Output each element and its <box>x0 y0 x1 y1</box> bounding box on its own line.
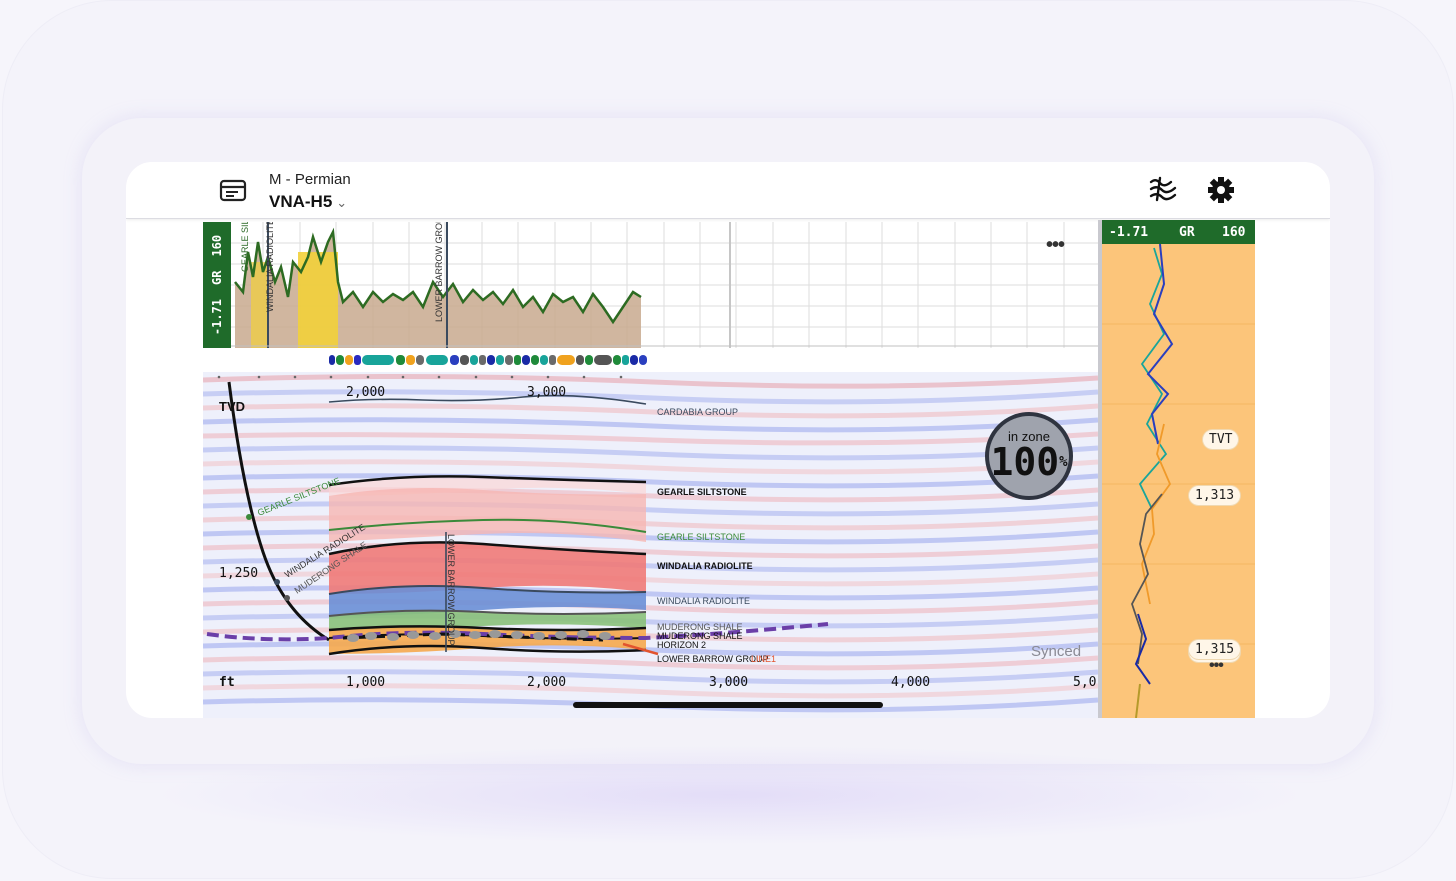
gr-log-track[interactable]: GEARLE SILTSTONE WINDALIA RADIOLITE LOWE… <box>203 222 1098 348</box>
ft-label: ft <box>219 675 235 690</box>
gr-label: GR <box>210 270 224 286</box>
tvt-gr-max: 160 <box>1222 225 1246 240</box>
gr-max: 160 <box>210 234 224 257</box>
formation-label: WINDALIA RADIOLITE <box>657 561 753 571</box>
cross-section-view[interactable]: LOWER BARROW GROUP GEARLE SILTSTONE WIND… <box>203 372 1098 718</box>
more-options-icon[interactable]: ••• <box>1046 234 1065 256</box>
well-name: VNA-H5 <box>269 192 333 211</box>
panel-divider[interactable] <box>1098 220 1102 718</box>
bottom-axis-tick: 5,0 <box>1073 675 1096 690</box>
formation-label: WINDALIA RADIOLITE <box>657 596 750 606</box>
formation-label: HORIZON 2 <box>657 640 706 650</box>
tvt-scale-header: -1.71 GR 160 <box>1102 220 1255 244</box>
formation-label: LINE1 <box>751 654 776 664</box>
formation-label: LOWER BARROW GROUP <box>657 654 769 664</box>
well-selector[interactable]: VNA-H5 ⌄ <box>269 192 347 212</box>
section-vertical-label: LOWER BARROW GROUP <box>446 534 456 646</box>
bottom-axis-tick: 4,000 <box>891 675 930 690</box>
tvt-depth-label: 1,313 <box>1189 486 1241 505</box>
tvt-log-curves <box>1102 244 1255 718</box>
bottom-axis-tick: 3,000 <box>709 675 748 690</box>
tvt-depth-label: 1,315 <box>1189 640 1241 659</box>
gr-top-label: LOWER BARROW GROUP <box>434 222 444 322</box>
gr-scale-badge: -1.71 GR 160 <box>203 222 231 348</box>
gr-top-label: WINDALIA RADIOLITE <box>265 222 275 312</box>
sync-status: Synced <box>1031 643 1082 660</box>
app-screen: M - Permian VNA-H5 ⌄ <box>126 162 1330 718</box>
tvt-gr-label: GR <box>1179 225 1195 240</box>
in-zone-label: in zone <box>1008 429 1050 444</box>
formation-label: CARDABIA GROUP <box>657 407 738 417</box>
tvt-gr-min: -1.71 <box>1109 225 1149 240</box>
menu-icon[interactable] <box>218 176 248 204</box>
in-zone-indicator[interactable]: in zone 100% <box>985 412 1073 500</box>
depth-tick: 1,250 <box>219 566 258 581</box>
wave-icon[interactable] <box>1147 174 1179 206</box>
formation-label: MUDERONG SHALE <box>657 631 743 641</box>
tvt-axis-label: TVT <box>1203 430 1239 449</box>
formation-label: GEARLE SILTSTONE <box>657 532 745 542</box>
tvd-label: TVD <box>219 399 245 414</box>
formation-label: MUDERONG SHALE <box>657 622 743 632</box>
chevron-down-icon: ⌄ <box>336 195 348 210</box>
in-zone-value: 100 <box>990 440 1060 484</box>
gr-top-label: GEARLE SILTSTONE <box>240 222 250 272</box>
formation-label: GEARLE SILTSTONE <box>657 487 747 497</box>
bottom-axis-tick: 1,000 <box>346 675 385 690</box>
tvt-more-icon[interactable]: ••• <box>1209 657 1224 674</box>
bottom-axis-tick: 2,000 <box>527 675 566 690</box>
home-indicator[interactable] <box>573 702 883 708</box>
gear-icon[interactable] <box>1205 174 1237 206</box>
app-header: M - Permian VNA-H5 ⌄ <box>126 162 1330 219</box>
project-name: M - Permian <box>269 171 351 188</box>
top-axis-tick: 3,000 <box>527 385 566 400</box>
formation-strip[interactable] <box>326 352 656 368</box>
top-axis-tick: 2,000 <box>346 385 385 400</box>
gr-min: -1.71 <box>210 299 224 336</box>
in-zone-unit: % <box>1059 454 1068 470</box>
device-glow <box>150 745 1310 845</box>
